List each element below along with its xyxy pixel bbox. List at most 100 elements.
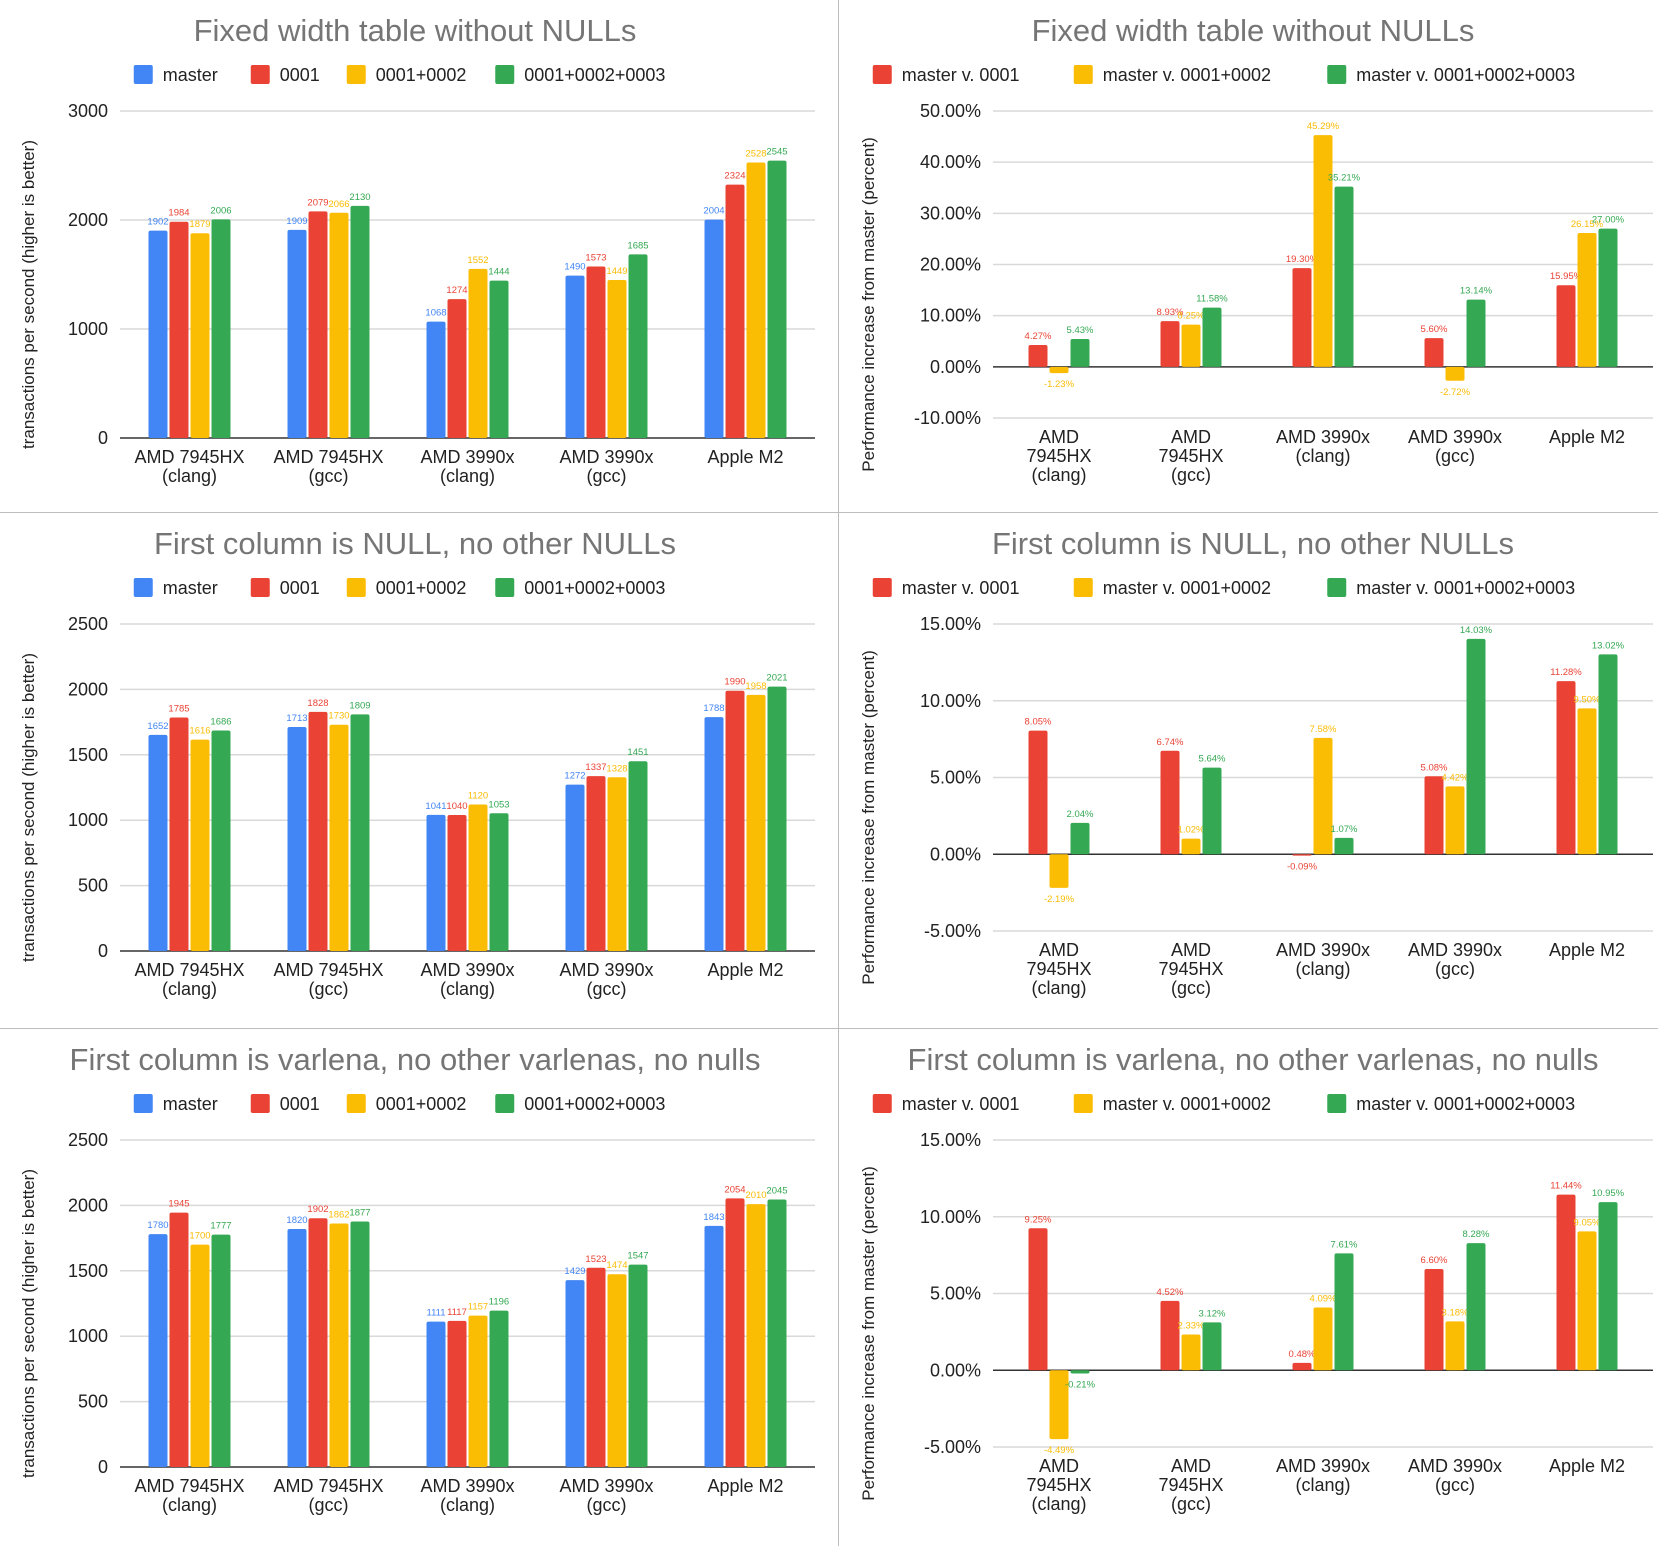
bar <box>1598 228 1618 367</box>
chart-panel: First column is NULL, no other NULLs mast… <box>0 513 829 1028</box>
data-label: 1777 <box>210 1221 231 1232</box>
data-label: 1652 <box>147 721 168 732</box>
bar <box>489 813 509 951</box>
data-label: -2.72% <box>1440 387 1471 398</box>
x-category-label: AMD <box>1171 1456 1211 1476</box>
data-label: 1040 <box>446 801 467 812</box>
x-category-label: AMD 3990x <box>420 447 514 467</box>
legend-item: master <box>133 65 218 85</box>
x-category-label: Apple M2 <box>1549 1456 1625 1476</box>
bar <box>447 1320 467 1467</box>
legend-item: 0001+0002+0003 <box>495 65 665 85</box>
bar <box>1160 321 1180 367</box>
legend-swatch <box>1073 578 1093 597</box>
legend-label: 0001+0002+0003 <box>524 65 665 85</box>
bar <box>767 686 787 951</box>
data-label: 1700 <box>189 1231 210 1242</box>
bar <box>1598 1202 1618 1371</box>
y-tick-label: 1500 <box>68 745 108 765</box>
y-tick-label: 40.00% <box>920 152 981 172</box>
legend-swatch <box>250 578 270 597</box>
data-label: 35.21% <box>1328 173 1361 184</box>
data-label: 1111 <box>426 1308 445 1319</box>
data-label: 1547 <box>627 1251 648 1262</box>
data-label: 8.93% <box>1157 307 1184 318</box>
data-label: 1068 <box>425 308 446 319</box>
bar <box>746 1204 766 1467</box>
legend-item: 0001+0002+0003 <box>495 578 665 598</box>
legend-swatch <box>346 1094 366 1113</box>
data-label: 2010 <box>745 1190 766 1201</box>
data-label: 2054 <box>724 1184 745 1195</box>
data-label: 1444 <box>488 267 509 278</box>
x-category-label: Apple M2 <box>1549 940 1625 960</box>
bar <box>725 1198 745 1467</box>
bar <box>607 777 627 951</box>
chart-title: First column is varlena, no other varlen… <box>908 1042 1599 1077</box>
data-label: 1490 <box>564 262 585 273</box>
bar <box>426 814 446 951</box>
data-label: 5.64% <box>1199 754 1226 765</box>
bar <box>468 1315 488 1467</box>
vertical-divider <box>838 0 839 1546</box>
y-tick-label: 30.00% <box>920 203 981 223</box>
data-label: 2324 <box>724 171 745 182</box>
chart-title: First column is NULL, no other NULLs <box>154 526 676 561</box>
x-category-label: (clang) <box>1031 1494 1086 1514</box>
bar <box>1202 767 1222 855</box>
x-category-label: AMD <box>1039 1456 1079 1476</box>
bar <box>1445 366 1465 381</box>
legend-swatch <box>1327 1094 1347 1113</box>
x-category-label: AMD 7945HX <box>273 447 383 467</box>
bar <box>1292 1362 1312 1371</box>
x-category-label: AMD 7945HX <box>134 447 244 467</box>
chart-panel: Fixed width table without NULLs master v.… <box>838 0 1658 515</box>
data-label: -0.21% <box>1065 1379 1096 1390</box>
bar <box>1202 1322 1222 1371</box>
data-label: 1902 <box>147 217 168 228</box>
bar <box>1160 750 1180 855</box>
y-tick-label: 50.00% <box>920 101 981 121</box>
legend-label: 0001 <box>280 578 320 598</box>
bar <box>1049 854 1069 888</box>
y-axis-label: transactions per second (higher is bette… <box>19 1169 38 1478</box>
data-label: 1053 <box>488 799 509 810</box>
legend-item: master v. 0001+0002 <box>1073 65 1271 85</box>
legend-swatch <box>872 1094 892 1113</box>
bar <box>426 321 446 438</box>
data-label: 1523 <box>585 1254 606 1265</box>
bar <box>1028 1228 1048 1371</box>
chart-svg: First column is varlena, no other varlen… <box>19 1042 815 1515</box>
bar <box>725 184 745 438</box>
bar <box>1466 638 1486 855</box>
bar <box>447 299 467 438</box>
bar <box>489 280 509 438</box>
data-label: 1117 <box>447 1307 467 1318</box>
bar <box>767 1199 787 1467</box>
y-tick-label: 0 <box>98 1457 108 1477</box>
bar <box>628 1264 648 1467</box>
bar <box>1202 307 1222 367</box>
x-category-label: (clang) <box>1295 959 1350 979</box>
bar <box>148 1234 168 1467</box>
y-tick-label: 10.00% <box>920 691 981 711</box>
bar <box>1070 1370 1090 1374</box>
x-category-label: AMD 7945HX <box>134 1476 244 1496</box>
data-label: 1685 <box>627 240 648 251</box>
y-tick-label: 1000 <box>68 319 108 339</box>
legend-swatch <box>495 578 515 597</box>
bar <box>704 717 724 951</box>
legend-swatch <box>1327 65 1347 84</box>
data-label: 1713 <box>286 713 307 724</box>
data-label: 1828 <box>307 698 328 709</box>
x-category-label: AMD 3990x <box>1408 940 1502 960</box>
horizontal-divider <box>0 1028 1658 1029</box>
data-label: 3.18% <box>1442 1307 1469 1318</box>
y-axis-label: Performance increase from master (percen… <box>859 1166 878 1500</box>
bar <box>287 229 307 438</box>
legend-swatch <box>495 65 515 84</box>
legend-item: master <box>133 1094 218 1114</box>
y-tick-label: 0.00% <box>930 844 981 864</box>
x-category-label: (gcc) <box>1435 959 1475 979</box>
legend-item: master v. 0001+0002+0003 <box>1327 65 1575 85</box>
